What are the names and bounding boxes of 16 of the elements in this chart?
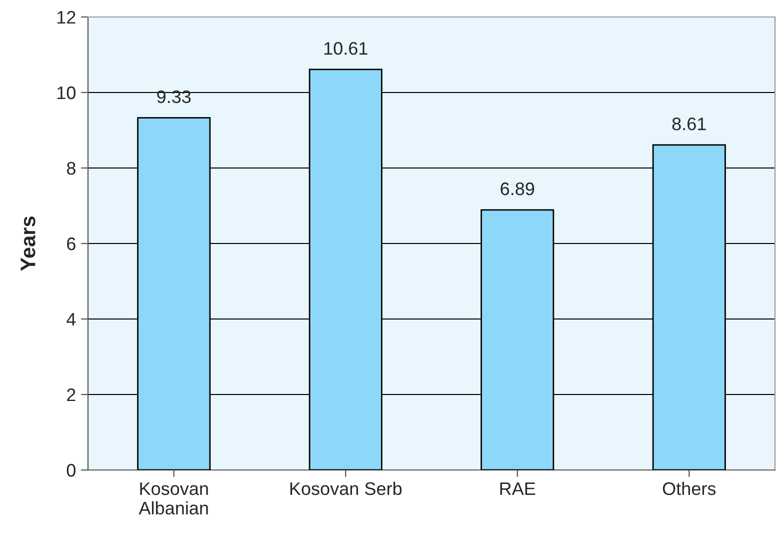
y-tick-label: 2: [67, 388, 76, 402]
y-axis-title: Years: [20, 216, 36, 271]
y-tick-label: 8: [66, 162, 76, 175]
x-tick-label: Others: [662, 482, 716, 496]
y-tick-label: 0: [66, 464, 76, 477]
data-label: 8.61: [672, 118, 706, 130]
x-tick-label: Kosovan Albanian: [138, 482, 208, 515]
data-label: 9.33: [157, 90, 191, 104]
data-label: 6.89: [500, 182, 534, 196]
y-tick-label: 6: [67, 237, 76, 250]
x-tick-label: Kosovan Serb: [290, 482, 402, 496]
y-tick-label: 4: [66, 313, 76, 326]
x-tick-label: RAE: [500, 482, 536, 495]
data-label: 10.61: [324, 42, 368, 55]
y-tick-label: 10: [57, 86, 76, 100]
y-tick-label: 12: [57, 10, 76, 24]
